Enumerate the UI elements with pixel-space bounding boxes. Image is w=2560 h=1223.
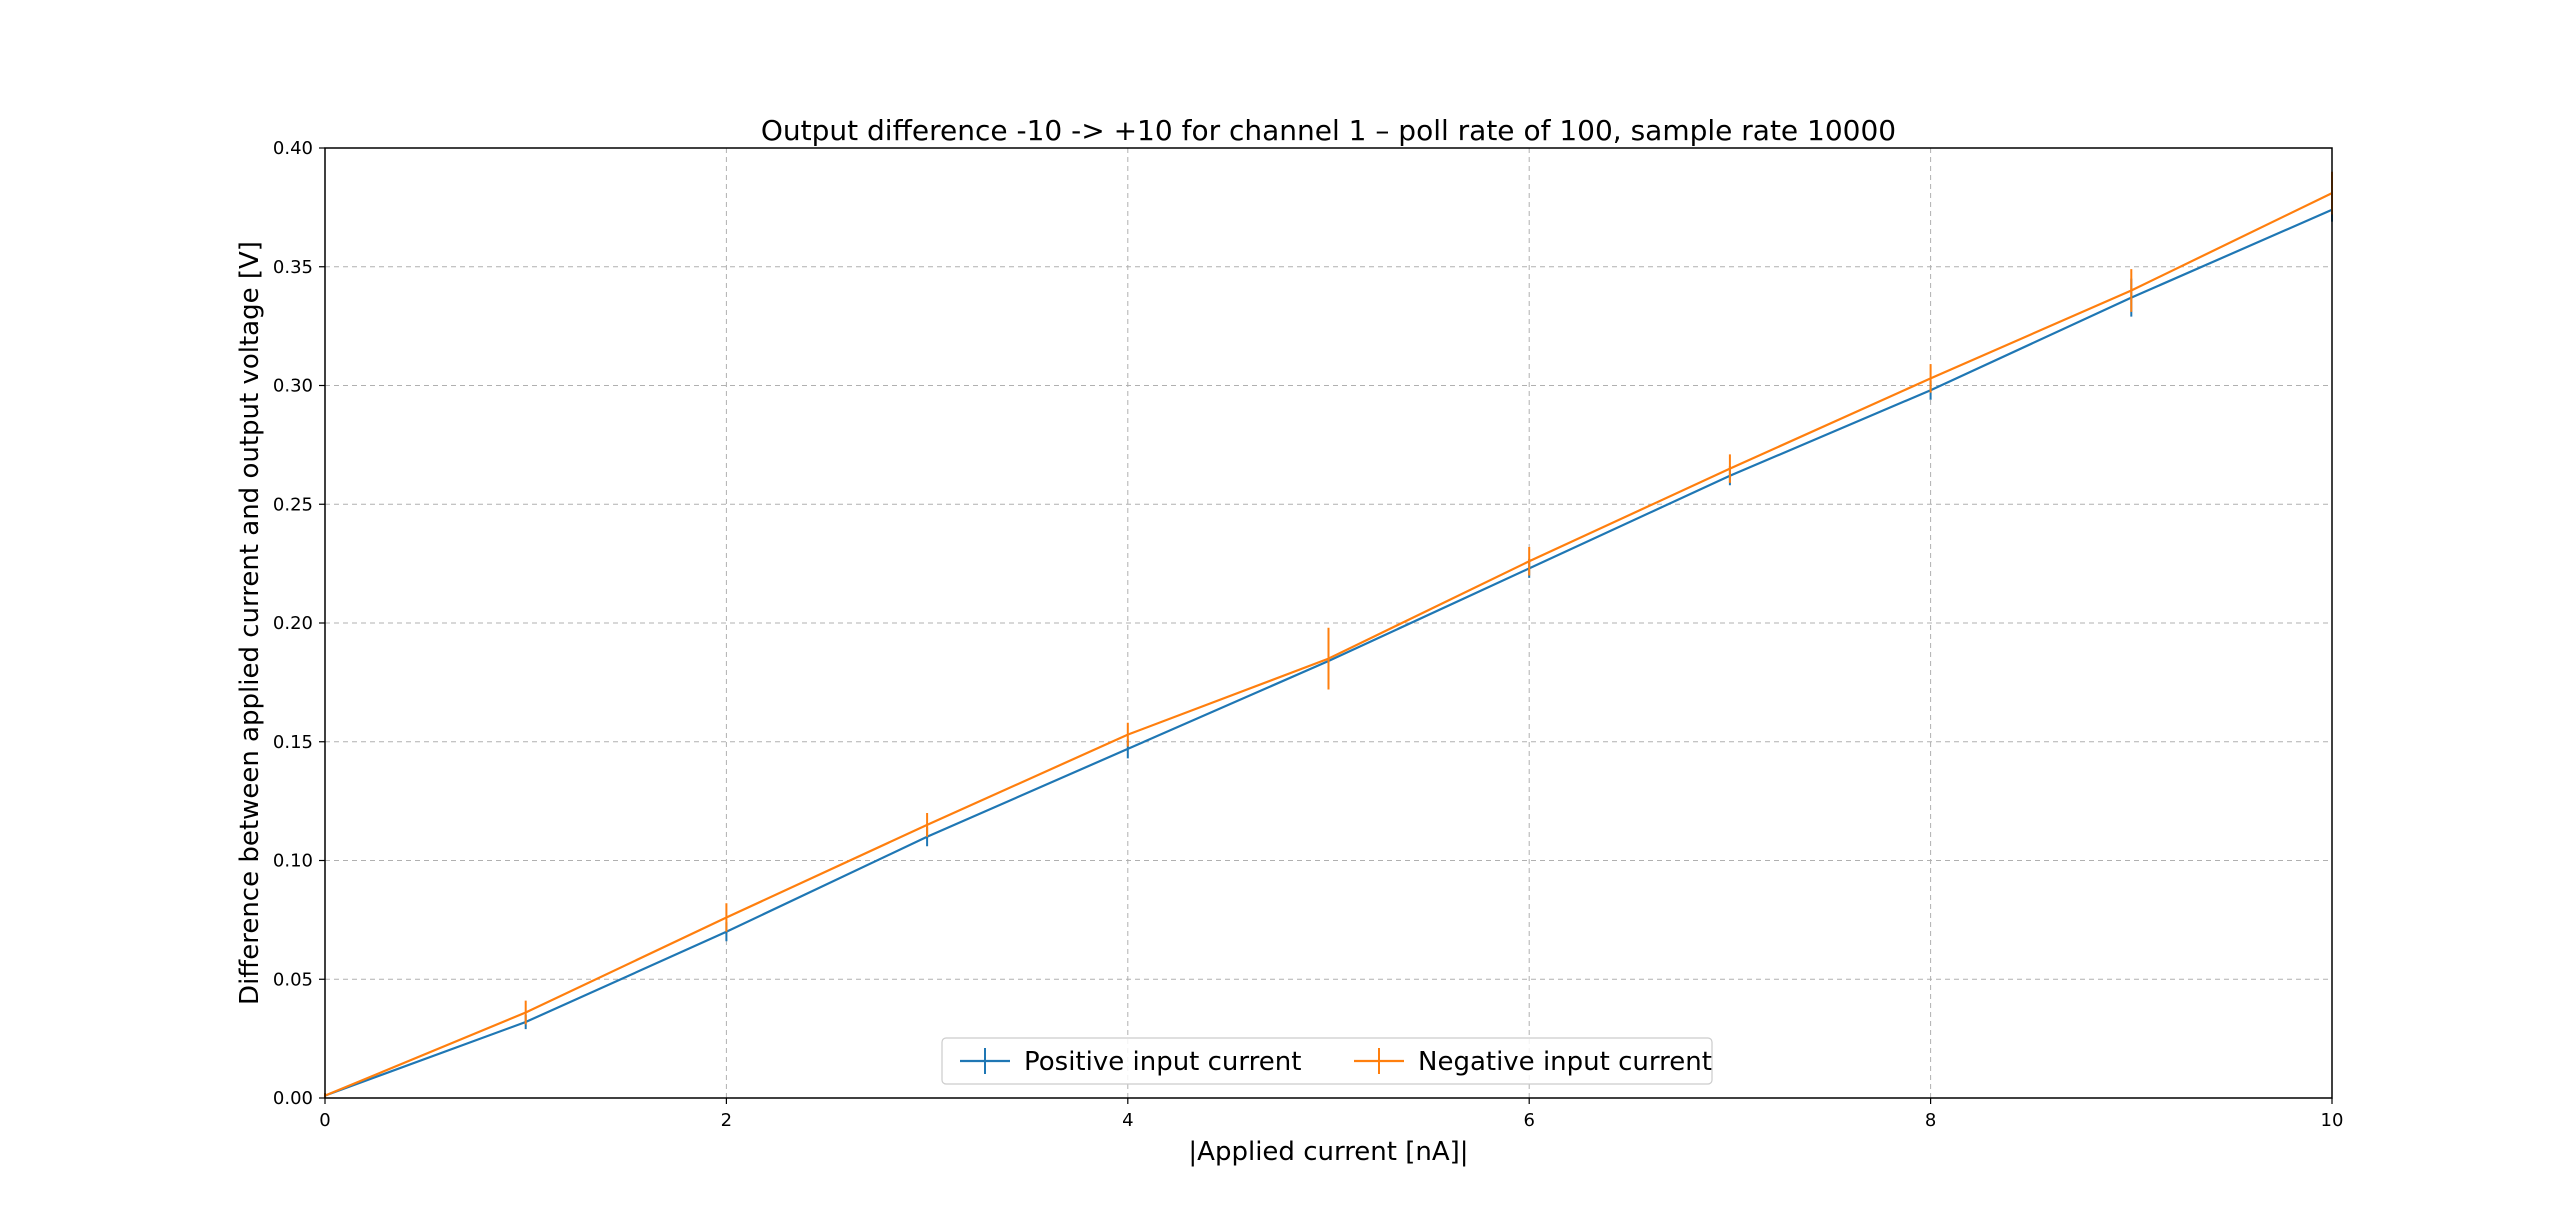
y-tick-label: 0.10: [273, 851, 313, 872]
axis-ticks: 0 2 4 6 8 10 0.00 0.05 0.10 0.15 0.20 0.25 0.30 0.35 0…: [273, 138, 2344, 1131]
x-tick-label: 6: [1523, 1110, 1534, 1131]
legend: Positive input current Negative input cur…: [941, 1037, 1713, 1085]
grid-lines: [324, 147, 2333, 1099]
y-tick-label: 0.05: [273, 969, 313, 990]
legend-label: Positive input current: [1024, 1047, 1301, 1077]
y-tick-label: 0.15: [273, 732, 313, 753]
x-tick-label: 2: [721, 1110, 732, 1131]
y-tick-label: 0.25: [273, 494, 313, 515]
y-tick-label: 0.35: [273, 257, 313, 278]
legend-box: [941, 1037, 1713, 1085]
y-tick-label: 0.00: [273, 1088, 313, 1109]
y-tick-label: 0.30: [273, 376, 313, 397]
x-tick-label: 0: [319, 1110, 330, 1131]
y-tick-label: 0.20: [273, 613, 313, 634]
x-axis-label: |Applied current [nA]|: [1188, 1137, 1468, 1167]
legend-label: Negative input current: [1418, 1047, 1712, 1077]
chart-title: Output difference -10 -> +10 for channel…: [761, 114, 1896, 147]
y-tick-label: 0.40: [273, 138, 313, 159]
x-tick-label: 4: [1122, 1110, 1133, 1131]
x-tick-label: 10: [2321, 1110, 2344, 1131]
x-tick-label: 8: [1925, 1110, 1936, 1131]
plot-series: [324, 171, 2333, 1098]
y-axis-label: Difference between applied current and o…: [235, 241, 265, 1005]
